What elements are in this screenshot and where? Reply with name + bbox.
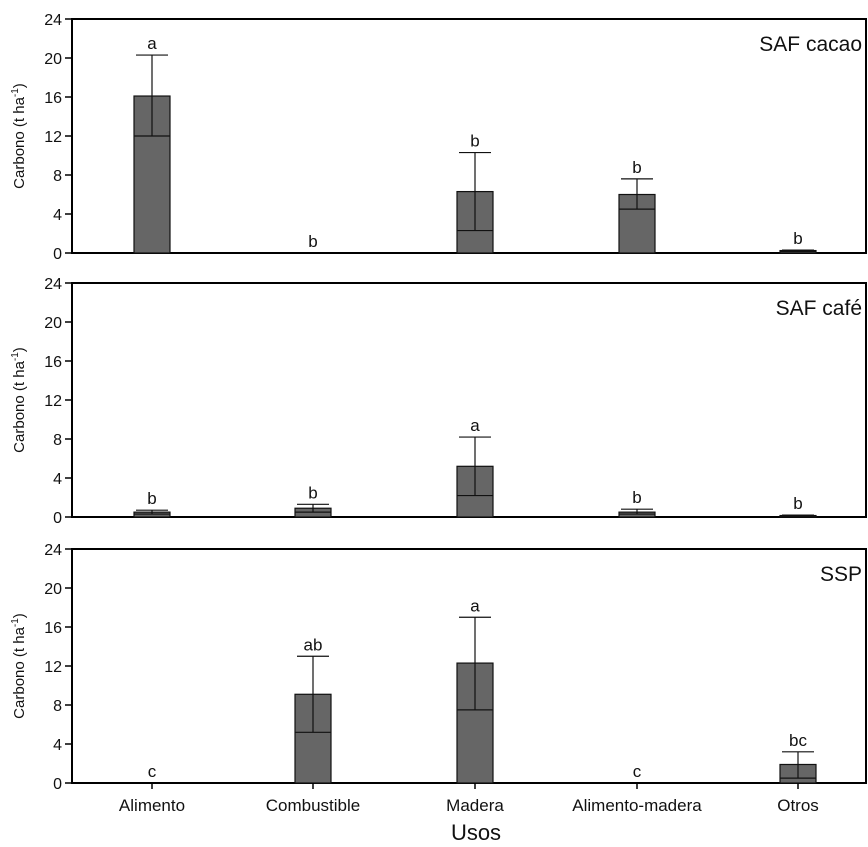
y-tick-label: 20 [44,51,62,68]
panel-title: SAF café [776,297,862,320]
y-tick-label: 4 [53,471,62,488]
panel-0: 0 4 8 12 16 20 24 Carbono (t ha-1) SAF cacao a b b b… [10,12,867,263]
y-tick-label: 20 [44,581,62,598]
y-axis-title-close: ) [11,613,28,618]
significance-letter: a [470,596,480,615]
y-tick-label: 4 [53,737,62,754]
y-tick-label: 20 [44,315,62,332]
y-axis-title-sup: -1 [10,88,21,97]
significance-letter: b [147,489,156,508]
y-tick-label: 12 [44,393,62,410]
panel-1: 0 4 8 12 16 20 24 Carbono (t ha-1) SAF café b b a b b [10,276,867,527]
x-tick-label: Alimento-madera [572,796,702,815]
panel-2: 0 4 8 12 16 20 24 Carbono (t ha-1) SSP c ab a c bc [10,542,867,793]
y-axis-title-sup: -1 [10,352,21,361]
y-axis-title-main: Carbono (t ha [11,96,28,188]
y-tick-label: 24 [44,12,62,29]
significance-letter: c [148,762,157,781]
y-tick-label: 24 [44,542,62,559]
significance-letter: c [633,762,642,781]
significance-letter: bc [789,731,807,750]
y-tick-label: 0 [53,246,62,263]
y-axis-title-close: ) [11,347,28,352]
y-axis-title-close: ) [11,83,28,88]
panel-title: SAF cacao [759,33,862,56]
significance-letter: a [147,34,157,53]
significance-letter: b [308,232,317,251]
y-axis-title: Carbono (t ha-1) [10,613,28,719]
x-tick-label: Madera [446,796,504,815]
significance-letter: b [308,483,317,502]
panel-title: SSP [820,563,862,586]
x-axis-title: Usos [451,820,501,845]
x-tick-label: Combustible [266,796,361,815]
y-tick-label: 0 [53,510,62,527]
significance-letter: b [632,488,641,507]
y-tick-label: 8 [53,432,62,449]
x-tick-label: Otros [777,796,819,815]
y-axis-title-sup: -1 [10,618,21,627]
significance-letter: b [793,229,802,248]
significance-letter: b [793,494,802,513]
y-tick-label: 16 [44,620,62,637]
y-axis-title: Carbono (t ha-1) [10,83,28,189]
y-tick-label: 8 [53,168,62,185]
x-tick-label: Alimento [119,796,185,815]
y-tick-label: 16 [44,90,62,107]
significance-letter: b [470,132,479,151]
y-tick-label: 8 [53,698,62,715]
y-tick-label: 12 [44,659,62,676]
significance-letter: ab [304,635,323,654]
y-axis-title: Carbono (t ha-1) [10,347,28,453]
y-tick-label: 0 [53,776,62,793]
y-axis-title-main: Carbono (t ha [11,626,28,718]
significance-letter: b [632,158,641,177]
y-tick-label: 12 [44,129,62,146]
y-tick-label: 16 [44,354,62,371]
y-axis-title-main: Carbono (t ha [11,360,28,452]
y-tick-label: 24 [44,276,62,293]
y-tick-label: 4 [53,207,62,224]
significance-letter: a [470,416,480,435]
